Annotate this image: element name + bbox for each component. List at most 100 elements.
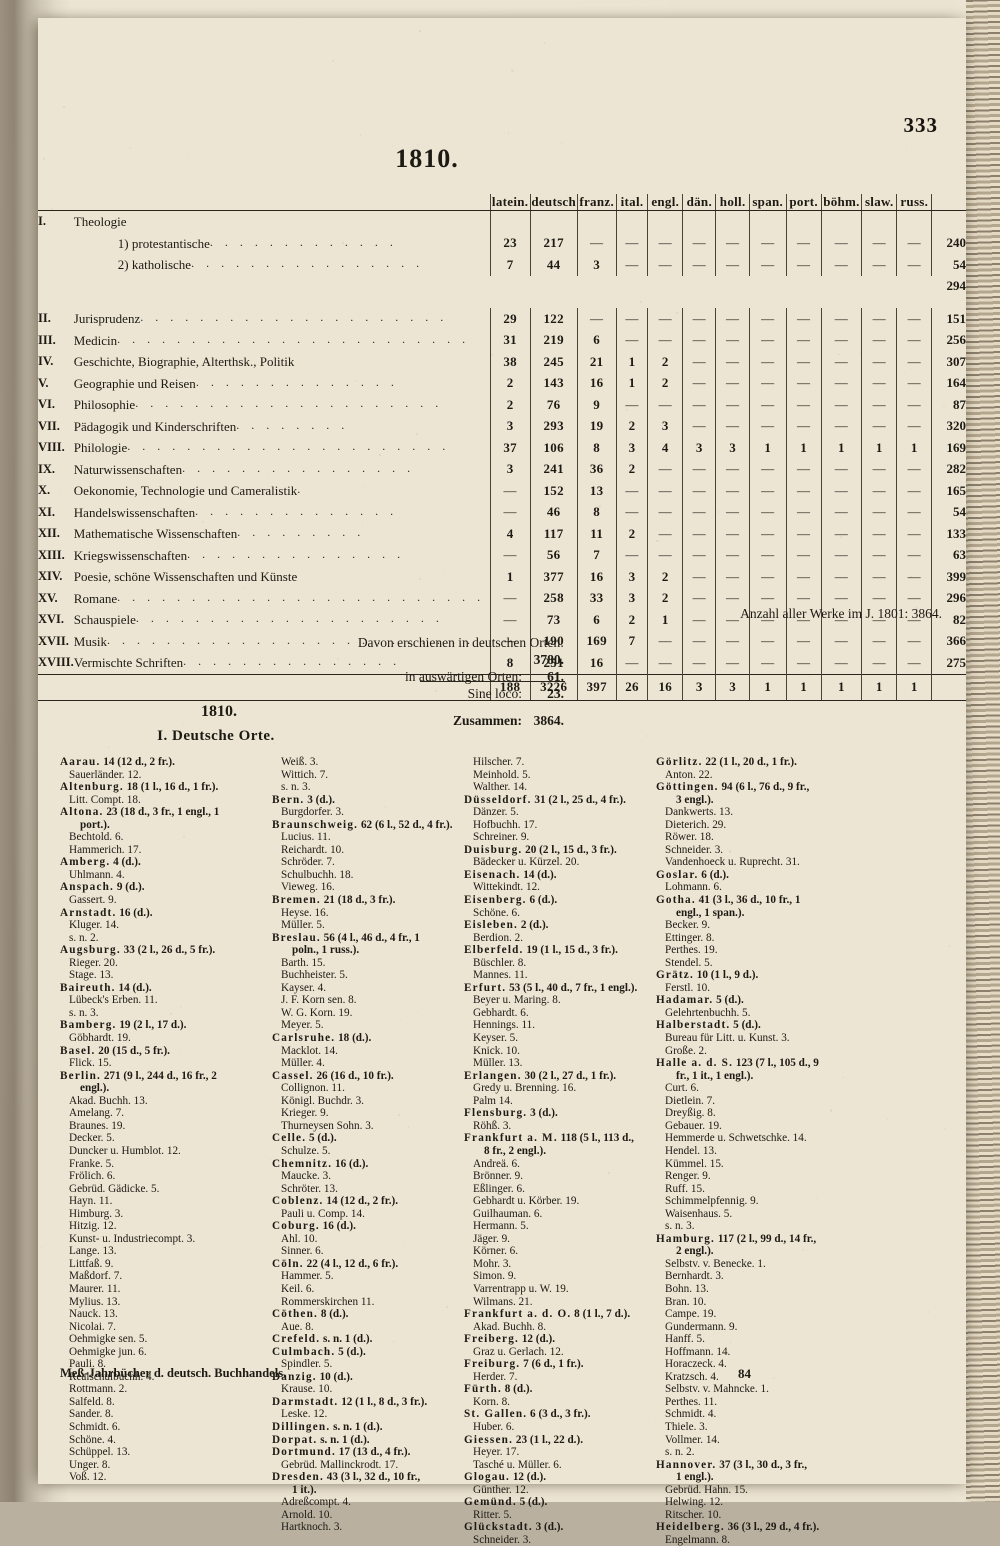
publisher-entry: Graz u. Gerlach. 12. xyxy=(473,1345,564,1358)
row-sum: 320 xyxy=(931,415,966,437)
paper-speck xyxy=(202,520,205,523)
paper-speck xyxy=(268,372,270,374)
summary-total-value: 3864. xyxy=(533,713,564,728)
publisher-entry: Barth. 15. xyxy=(281,956,326,969)
total-cell: 16 xyxy=(647,673,683,701)
publisher-entry: Mohr. 3. xyxy=(473,1257,512,1270)
place-counts: 10 (1 l., 9 d.). xyxy=(693,969,759,982)
table-body: I. Theologie 1) protestantische . . . . . … xyxy=(38,210,966,701)
entry-continuation: port.). xyxy=(80,818,110,831)
paper-speck xyxy=(772,1376,776,1380)
publisher-entry: Gundermann. 9. xyxy=(665,1320,738,1333)
table-cell: — xyxy=(647,630,683,652)
paper-speck xyxy=(482,114,484,117)
row-numeral: XIV. xyxy=(38,569,63,584)
directory-place-entry: Cöthen. 8 (d.). xyxy=(272,1308,464,1321)
directory-place-entry: Augsburg. 33 (2 l., 26 d., 5 fr.). xyxy=(60,944,266,957)
row-sum: 151 xyxy=(931,308,966,330)
place-name: Eisenach. xyxy=(464,868,521,881)
directory-place-entry: Göttingen. 94 (6 l., 76 d., 9 fr., xyxy=(656,781,868,794)
table-cell: — xyxy=(896,254,932,276)
publisher-entry: Schröder. 7. xyxy=(281,856,335,869)
paper-speck xyxy=(339,166,341,168)
table-cell: 6 xyxy=(576,609,617,631)
place-name: Hannover. xyxy=(656,1458,717,1471)
place-name: Braunschweig. xyxy=(272,818,359,831)
table-cell: — xyxy=(748,480,787,502)
table-cell: — xyxy=(647,308,683,330)
place-name: Glogau. xyxy=(464,1471,511,1484)
total-cell: 188 xyxy=(489,673,531,701)
publisher-entry: Stendel. 5. xyxy=(665,956,713,969)
table-cell: — xyxy=(785,308,822,330)
row-sum: 282 xyxy=(931,458,966,480)
paper-speck xyxy=(654,1420,657,1423)
publisher-entry: Varrentrapp u. W. 19. xyxy=(473,1282,569,1295)
row-numeral: IV. xyxy=(38,354,54,369)
summary-total-label: Zusammen: xyxy=(452,713,522,728)
paper-speck xyxy=(402,1245,405,1248)
table-cell: — xyxy=(896,480,932,502)
row-label: 1) protestantische . . . . . . . . . . .… xyxy=(117,234,398,251)
paper-speck xyxy=(434,690,437,693)
paper-speck xyxy=(838,353,840,356)
table-cell: — xyxy=(682,351,716,373)
table-cell: — xyxy=(748,652,787,674)
table-cell: — xyxy=(647,523,683,545)
row-numeral: XVII. xyxy=(38,633,69,648)
table-cell: 3 xyxy=(576,254,617,276)
table-cell: — xyxy=(748,232,787,254)
directory-place-entry: Goslar. 6 (d.). xyxy=(656,869,868,882)
publisher-entry: Waisenhaus. 5. xyxy=(665,1207,733,1220)
publisher-entry: Palm 14. xyxy=(473,1094,513,1107)
table-row: XII. Mathematische Wissenschaften . . . .… xyxy=(38,523,966,545)
table-cell: — xyxy=(682,587,716,609)
table-cell: — xyxy=(785,630,822,652)
entry-continuation: 2 engl.). xyxy=(676,1245,714,1258)
page-signature: 84 xyxy=(738,1366,751,1381)
directory-place-entry: Giessen. 23 (1 l., 22 d.). xyxy=(464,1434,656,1447)
table-cell: 36 xyxy=(576,458,617,480)
directory-place-entry: Gotha. 41 (3 l., 36 d., 10 fr., 1 xyxy=(656,894,868,907)
publisher-entry: Hermann. 5. xyxy=(473,1220,529,1233)
place-counts: 5 (d.). xyxy=(516,1496,548,1509)
table-cell: — xyxy=(748,308,787,330)
table-cell: — xyxy=(715,609,750,631)
place-name: Coburg. xyxy=(272,1220,320,1233)
place-counts: 30 (2 l., 27 d., 1 fr.). xyxy=(521,1069,617,1082)
table-cell: 31 xyxy=(489,329,531,351)
paper-speck xyxy=(815,1198,817,1199)
directory-place-entry: Fürth. 8 (d.). xyxy=(464,1383,656,1396)
place-counts: s. n. 1 (d.). xyxy=(320,1333,373,1346)
table-cell: — xyxy=(861,329,897,351)
row-sum: 54 xyxy=(931,254,966,276)
place-name: Culmbach. xyxy=(272,1345,336,1358)
publisher-entry: Gebauer. 19. xyxy=(665,1119,722,1132)
entry-continuation: 1 it.). xyxy=(292,1483,317,1496)
paper-speck xyxy=(391,145,394,147)
table-cell: 23 xyxy=(489,232,531,254)
table-cell: — xyxy=(682,329,716,351)
summary-label: Sine loco: xyxy=(467,686,522,701)
place-counts: 3 (d.). xyxy=(527,1107,558,1120)
publisher-entry: Dietlein. 7. xyxy=(665,1094,716,1107)
place-counts: 2 (d.). xyxy=(518,919,549,932)
paper-speck xyxy=(263,196,265,197)
place-name: Anspach. xyxy=(60,881,115,894)
paper-speck xyxy=(274,743,275,744)
paper-speck xyxy=(361,524,363,526)
publisher-entry: Schneider. 3. xyxy=(473,1533,532,1546)
paper-speck xyxy=(341,242,344,244)
table-cell: 2 xyxy=(615,458,648,480)
table-cell: — xyxy=(715,329,750,351)
paper-speck xyxy=(708,1261,709,1262)
table-cell: 8 xyxy=(576,501,617,523)
directory-place-entry: Chemnitz. 16 (d.). xyxy=(272,1158,464,1171)
paper-speck xyxy=(362,486,364,488)
table-cell: 19 xyxy=(576,415,617,437)
paper-speck xyxy=(626,409,628,412)
paper-speck xyxy=(419,577,422,581)
table-cell: — xyxy=(748,501,787,523)
directory-place-entry: Eisenberg. 6 (d.). xyxy=(464,894,656,907)
table-cell: — xyxy=(682,523,716,545)
